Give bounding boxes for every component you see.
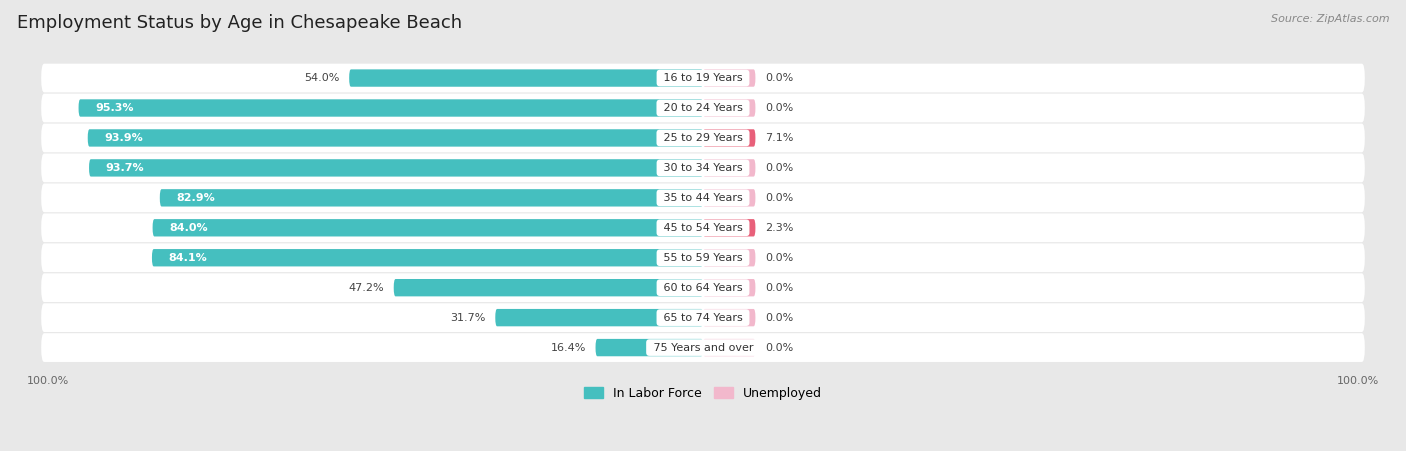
Text: 2.3%: 2.3%: [765, 223, 793, 233]
Text: 20 to 24 Years: 20 to 24 Years: [659, 103, 747, 113]
Text: 65 to 74 Years: 65 to 74 Years: [659, 313, 747, 322]
Text: 75 Years and over: 75 Years and over: [650, 343, 756, 353]
Text: 82.9%: 82.9%: [176, 193, 215, 203]
Text: 7.1%: 7.1%: [765, 133, 793, 143]
Text: 84.1%: 84.1%: [169, 253, 207, 263]
FancyBboxPatch shape: [703, 189, 755, 207]
Text: 47.2%: 47.2%: [349, 283, 384, 293]
FancyBboxPatch shape: [703, 249, 755, 267]
Text: 93.7%: 93.7%: [105, 163, 143, 173]
FancyBboxPatch shape: [41, 94, 1365, 122]
Legend: In Labor Force, Unemployed: In Labor Force, Unemployed: [579, 382, 827, 405]
FancyBboxPatch shape: [495, 309, 703, 327]
Text: 54.0%: 54.0%: [304, 73, 339, 83]
Text: 0.0%: 0.0%: [765, 253, 793, 263]
FancyBboxPatch shape: [41, 64, 1365, 92]
FancyBboxPatch shape: [87, 129, 703, 147]
FancyBboxPatch shape: [349, 69, 703, 87]
FancyBboxPatch shape: [596, 339, 703, 356]
Text: 0.0%: 0.0%: [765, 193, 793, 203]
FancyBboxPatch shape: [703, 159, 755, 177]
FancyBboxPatch shape: [41, 273, 1365, 302]
FancyBboxPatch shape: [41, 244, 1365, 272]
Text: 0.0%: 0.0%: [765, 313, 793, 322]
FancyBboxPatch shape: [41, 333, 1365, 362]
FancyBboxPatch shape: [394, 279, 703, 296]
FancyBboxPatch shape: [41, 303, 1365, 332]
FancyBboxPatch shape: [160, 189, 703, 207]
FancyBboxPatch shape: [703, 309, 755, 327]
Text: 35 to 44 Years: 35 to 44 Years: [659, 193, 747, 203]
FancyBboxPatch shape: [703, 339, 755, 356]
FancyBboxPatch shape: [79, 99, 703, 117]
FancyBboxPatch shape: [703, 99, 755, 117]
Text: 60 to 64 Years: 60 to 64 Years: [659, 283, 747, 293]
Text: 93.9%: 93.9%: [104, 133, 143, 143]
Text: 45 to 54 Years: 45 to 54 Years: [659, 223, 747, 233]
Text: 31.7%: 31.7%: [450, 313, 485, 322]
FancyBboxPatch shape: [153, 219, 703, 236]
FancyBboxPatch shape: [41, 184, 1365, 212]
FancyBboxPatch shape: [703, 279, 755, 296]
Text: 30 to 34 Years: 30 to 34 Years: [659, 163, 747, 173]
Text: Source: ZipAtlas.com: Source: ZipAtlas.com: [1271, 14, 1389, 23]
Text: Employment Status by Age in Chesapeake Beach: Employment Status by Age in Chesapeake B…: [17, 14, 463, 32]
Text: 55 to 59 Years: 55 to 59 Years: [659, 253, 747, 263]
Text: 0.0%: 0.0%: [765, 103, 793, 113]
FancyBboxPatch shape: [41, 153, 1365, 182]
FancyBboxPatch shape: [89, 159, 703, 177]
Text: 0.0%: 0.0%: [765, 163, 793, 173]
FancyBboxPatch shape: [152, 249, 703, 267]
Text: 0.0%: 0.0%: [765, 283, 793, 293]
Text: 84.0%: 84.0%: [169, 223, 208, 233]
FancyBboxPatch shape: [703, 219, 755, 236]
FancyBboxPatch shape: [41, 213, 1365, 242]
FancyBboxPatch shape: [703, 129, 755, 147]
FancyBboxPatch shape: [703, 69, 755, 87]
Text: 25 to 29 Years: 25 to 29 Years: [659, 133, 747, 143]
Text: 0.0%: 0.0%: [765, 343, 793, 353]
Text: 95.3%: 95.3%: [96, 103, 134, 113]
Text: 0.0%: 0.0%: [765, 73, 793, 83]
Text: 16.4%: 16.4%: [550, 343, 586, 353]
FancyBboxPatch shape: [41, 124, 1365, 152]
Text: 16 to 19 Years: 16 to 19 Years: [659, 73, 747, 83]
